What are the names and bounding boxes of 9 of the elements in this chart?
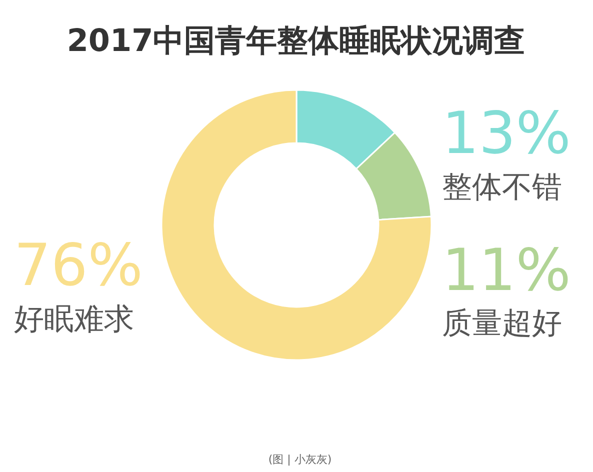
donut-slice	[160, 89, 432, 361]
data-label: 11%	[442, 236, 571, 304]
slice-label: 好眠难求	[14, 302, 134, 337]
data-label: 76%	[14, 231, 143, 299]
chart-title: 2017中国青年整体睡眠状况调查	[66, 23, 526, 59]
slice-label: 质量超好	[442, 306, 562, 341]
text: (图 | 小灰灰)	[268, 453, 332, 466]
data-label: 13%	[442, 99, 571, 167]
slice-label: 整体不错	[442, 170, 562, 205]
